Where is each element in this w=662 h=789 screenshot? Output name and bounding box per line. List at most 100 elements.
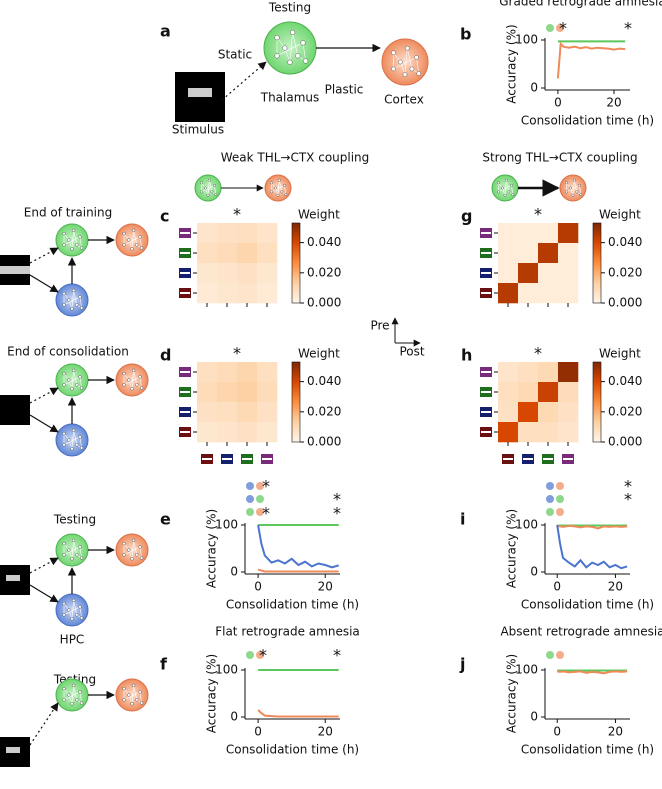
neuron [207,178,211,182]
legend-dot [246,495,254,503]
colorbar-tick-label: 0.040 [608,374,642,388]
synapse [73,370,78,385]
x-axis-label: Consolidation time (h) [521,743,654,757]
neuron [67,298,71,302]
chart-title: Absent retrograde amnesia [500,625,662,639]
synapse [277,180,280,196]
synapse [71,230,74,249]
neuron [79,701,84,705]
neuron [78,375,82,379]
stimulus-bar [6,747,20,753]
heat-cell [197,402,218,423]
neuron [127,693,131,697]
neuron [138,375,142,379]
neuron [497,190,500,194]
synapse [73,430,78,445]
pattern-bar [481,252,491,254]
stimulus-bar [6,575,20,581]
x-tick-label: 0 [254,725,262,739]
heat-cell [558,283,579,304]
neuron [500,186,504,190]
population [55,223,89,257]
neuron [75,613,79,617]
synapse [574,180,578,192]
colorbar-label: Weight [298,208,340,222]
neuron [290,29,296,35]
heat-cell [498,283,519,304]
arrow [29,584,59,603]
legend-dot [546,482,554,490]
chart-title: Flat retrograde amnesia [215,625,360,639]
y-tick-label: 100 [215,518,238,532]
neuron [391,66,396,72]
neuron [75,383,79,387]
heat-cell [197,243,218,264]
neuron [62,553,66,557]
neuron [62,291,66,296]
colorbar-tick-label: 0.000 [307,435,341,449]
population [115,533,149,567]
annotation: * [534,344,542,363]
neuron [131,683,136,688]
pattern-bar [481,431,491,433]
y-tick-label: 0 [530,81,538,95]
heat-cell [498,402,519,423]
neuron [138,690,142,694]
neuron [71,288,76,293]
arrow [29,414,59,433]
neuron [277,178,281,182]
legend-dot [556,24,564,32]
synapse [71,430,74,449]
heat-cell [518,223,539,244]
neuron [75,443,79,447]
neuron [270,190,273,194]
heat-cell [498,223,519,244]
heat-cell [237,422,258,443]
series-line [557,524,628,530]
colorbar-tick-label: 0.020 [608,265,642,279]
synapse [498,185,512,193]
neuron [280,190,284,194]
synapse [71,685,74,704]
colorbar-label: Weight [298,347,340,361]
neuron [79,556,84,560]
synapse [511,185,514,195]
heat-cell [197,263,218,284]
synapse [404,48,408,75]
pattern-bar [262,458,272,460]
neuron [210,190,214,194]
neuron [70,247,74,251]
heat-cell [257,382,278,403]
heat-cell [197,283,218,304]
heat-cell [538,362,559,383]
population [55,363,89,397]
axis-hint: Post [399,345,424,359]
neuron [213,183,216,187]
panel-letter: g [461,207,472,226]
heat-cell [558,223,579,244]
annotation: * [624,19,632,38]
legend-dot [546,508,554,516]
synapse [73,600,78,615]
legend-dot [246,508,254,516]
annotation: * [333,646,341,665]
synapse [133,540,138,555]
heat-cell [558,402,579,423]
heat-cell [518,362,539,383]
neuron [416,71,422,76]
heat-cell [217,422,238,443]
neuron [139,246,144,250]
neuron [78,235,82,239]
neuron [79,616,84,620]
heat-cell [538,382,559,403]
neuron [62,231,66,236]
panel-letter: c [160,207,169,226]
synapse [79,606,82,619]
neuron [503,193,507,197]
neuron [402,72,408,77]
neuron [62,698,66,702]
legend-dot [546,24,554,32]
heat-cell [518,263,539,284]
neuron [79,306,84,310]
heat-cell [498,382,519,403]
